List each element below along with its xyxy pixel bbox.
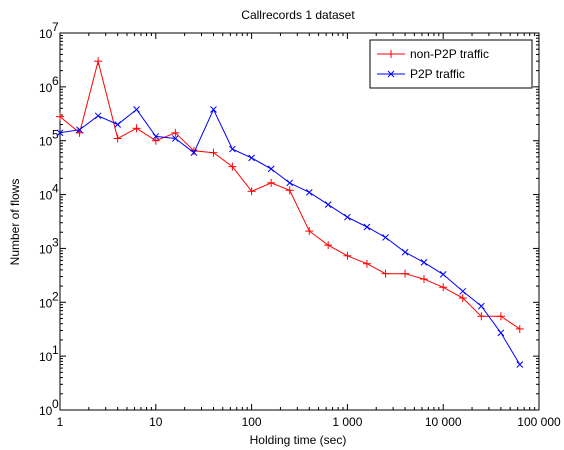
legend-marker-x bbox=[387, 70, 395, 78]
data-point-marker bbox=[477, 302, 485, 310]
y-tick-label: 10 bbox=[39, 81, 53, 95]
data-point-marker bbox=[94, 112, 102, 120]
chart-title: Callrecords 1 dataset bbox=[241, 8, 355, 22]
legend-marker-plus bbox=[387, 50, 395, 58]
y-tick-label-exponent: 2 bbox=[52, 289, 59, 303]
data-point-marker bbox=[439, 283, 448, 292]
data-series bbox=[56, 57, 524, 368]
data-point-marker bbox=[515, 324, 524, 333]
data-point-marker bbox=[477, 312, 486, 321]
legend-box bbox=[369, 39, 533, 89]
data-point-marker bbox=[305, 227, 314, 236]
data-point-marker bbox=[132, 124, 141, 133]
data-point-marker bbox=[401, 248, 409, 256]
y-tick-label: 10 bbox=[39, 404, 53, 418]
data-point-marker bbox=[459, 287, 467, 295]
data-point-marker bbox=[439, 271, 447, 278]
data-point-marker bbox=[114, 121, 122, 128]
x-tick-label: 10 000 bbox=[425, 415, 462, 429]
y-tick-label: 10 bbox=[39, 189, 53, 203]
data-point-marker bbox=[344, 213, 351, 221]
legend-marker bbox=[387, 70, 395, 78]
data-point-marker bbox=[76, 126, 83, 134]
data-point-marker bbox=[267, 165, 275, 173]
data-point-marker bbox=[419, 275, 428, 284]
x-tick-label: 10 bbox=[149, 415, 163, 429]
data-point-marker bbox=[152, 133, 160, 140]
y-tick-label: 10 bbox=[39, 350, 53, 364]
data-point-marker bbox=[247, 187, 256, 196]
data-point-marker bbox=[133, 106, 140, 113]
data-point-marker bbox=[382, 234, 389, 241]
y-tick-label-exponent: 7 bbox=[52, 20, 59, 34]
data-point-marker bbox=[190, 149, 198, 157]
y-tick-label-exponent: 3 bbox=[52, 235, 59, 249]
data-point-marker bbox=[267, 178, 276, 187]
y-tick-label-exponent: 6 bbox=[52, 74, 59, 88]
legend: non-P2P traffic P2P traffic bbox=[369, 39, 533, 89]
data-point-marker bbox=[343, 251, 352, 260]
series-non-p2p bbox=[56, 57, 524, 333]
data-point-marker bbox=[285, 186, 294, 195]
x-tick-label: 1 000 bbox=[332, 415, 362, 429]
data-point-marker bbox=[171, 128, 180, 137]
data-point-marker bbox=[363, 223, 371, 231]
data-point-marker bbox=[228, 162, 237, 171]
data-point-marker bbox=[286, 179, 294, 187]
y-tick-label: 10 bbox=[39, 135, 53, 149]
data-point-marker bbox=[248, 154, 255, 162]
data-point-marker bbox=[362, 259, 371, 268]
x-tick-label: 100 000 bbox=[517, 415, 561, 429]
data-point-marker bbox=[458, 294, 467, 303]
plot-area bbox=[59, 32, 540, 411]
data-point-marker bbox=[56, 112, 64, 121]
x-axis-label: Holding time (sec) bbox=[250, 433, 347, 447]
data-point-marker bbox=[401, 269, 410, 278]
data-point-marker bbox=[172, 135, 179, 142]
data-point-marker bbox=[94, 57, 103, 66]
legend-label-p2p: P2P traffic bbox=[410, 67, 465, 81]
data-point-marker bbox=[56, 129, 64, 137]
y-tick-label: 10 bbox=[39, 242, 53, 256]
data-point-marker bbox=[324, 201, 332, 209]
data-point-marker bbox=[113, 134, 122, 143]
data-point-marker bbox=[210, 106, 217, 113]
data-point-marker bbox=[420, 259, 428, 266]
data-point-marker bbox=[305, 188, 313, 196]
y-tick-label: 10 bbox=[39, 27, 53, 41]
data-point-marker bbox=[229, 145, 236, 153]
y-tick-label-exponent: 1 bbox=[52, 343, 59, 357]
data-point-marker bbox=[496, 312, 505, 321]
y-tick-label-exponent: 0 bbox=[52, 397, 59, 411]
series-p2p bbox=[56, 106, 524, 368]
y-tick-label: 10 bbox=[39, 296, 53, 310]
data-point-marker bbox=[209, 148, 218, 157]
y-tick-label-exponent: 4 bbox=[52, 182, 59, 196]
x-tick-label: 1 bbox=[57, 415, 64, 429]
y-tick-label-exponent: 5 bbox=[52, 128, 59, 142]
data-point-marker bbox=[324, 241, 333, 250]
data-point-marker bbox=[151, 136, 160, 145]
data-point-marker bbox=[516, 361, 524, 368]
data-point-marker bbox=[381, 269, 390, 278]
legend-marker bbox=[387, 50, 395, 58]
y-axis-label: Number of flows bbox=[8, 179, 22, 266]
data-point-marker bbox=[497, 329, 505, 337]
legend-label-non-p2p: non-P2P traffic bbox=[410, 47, 489, 61]
x-tick-label: 100 bbox=[242, 415, 262, 429]
